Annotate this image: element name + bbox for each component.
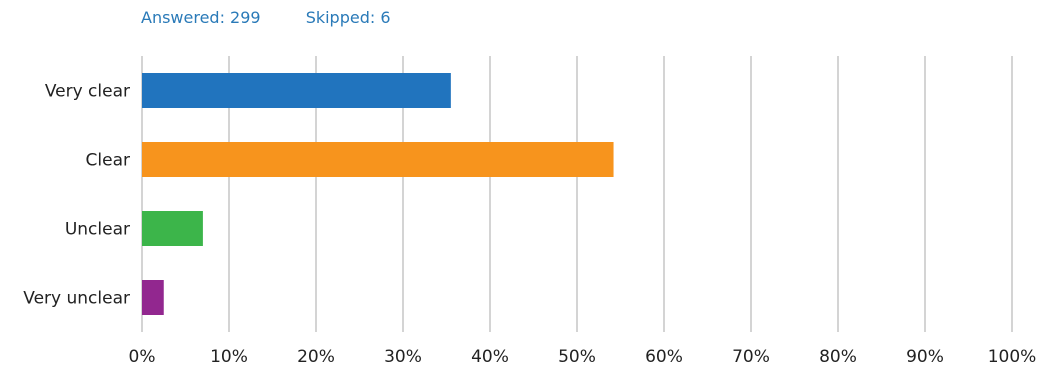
x-tick-label: 50% [558, 347, 596, 367]
skipped-count: Skipped: 6 [305, 8, 391, 27]
bar-clear [142, 142, 614, 177]
x-tick-labels: 0% 10% 20% 30% 40% 50% 60% 70% 80% 90% 100% [129, 347, 1037, 367]
x-tick-label: 60% [645, 347, 683, 367]
x-tick-label: 70% [732, 347, 770, 367]
bar-very-unclear [142, 280, 164, 315]
x-tick-label: 90% [906, 347, 944, 367]
x-tick-label: 10% [210, 347, 248, 367]
category-label: Unclear [65, 220, 130, 240]
bar-very-clear [142, 73, 451, 108]
x-tick-label: 20% [297, 347, 335, 367]
category-label: Clear [86, 151, 130, 171]
x-tick-label: 100% [988, 347, 1037, 367]
category-labels: Very clear Clear Unclear Very unclear [23, 82, 130, 309]
bar-unclear [142, 211, 203, 246]
x-tick-label: 80% [819, 347, 857, 367]
response-stats: Answered: 299 Skipped: 6 [141, 8, 391, 27]
x-tick-label: 30% [384, 347, 422, 367]
bars [142, 73, 614, 315]
category-label: Very unclear [23, 289, 130, 309]
category-label: Very clear [45, 82, 130, 102]
x-tick-label: 0% [129, 347, 156, 367]
answered-count: Answered: 299 [141, 8, 261, 27]
x-tick-label: 40% [471, 347, 509, 367]
